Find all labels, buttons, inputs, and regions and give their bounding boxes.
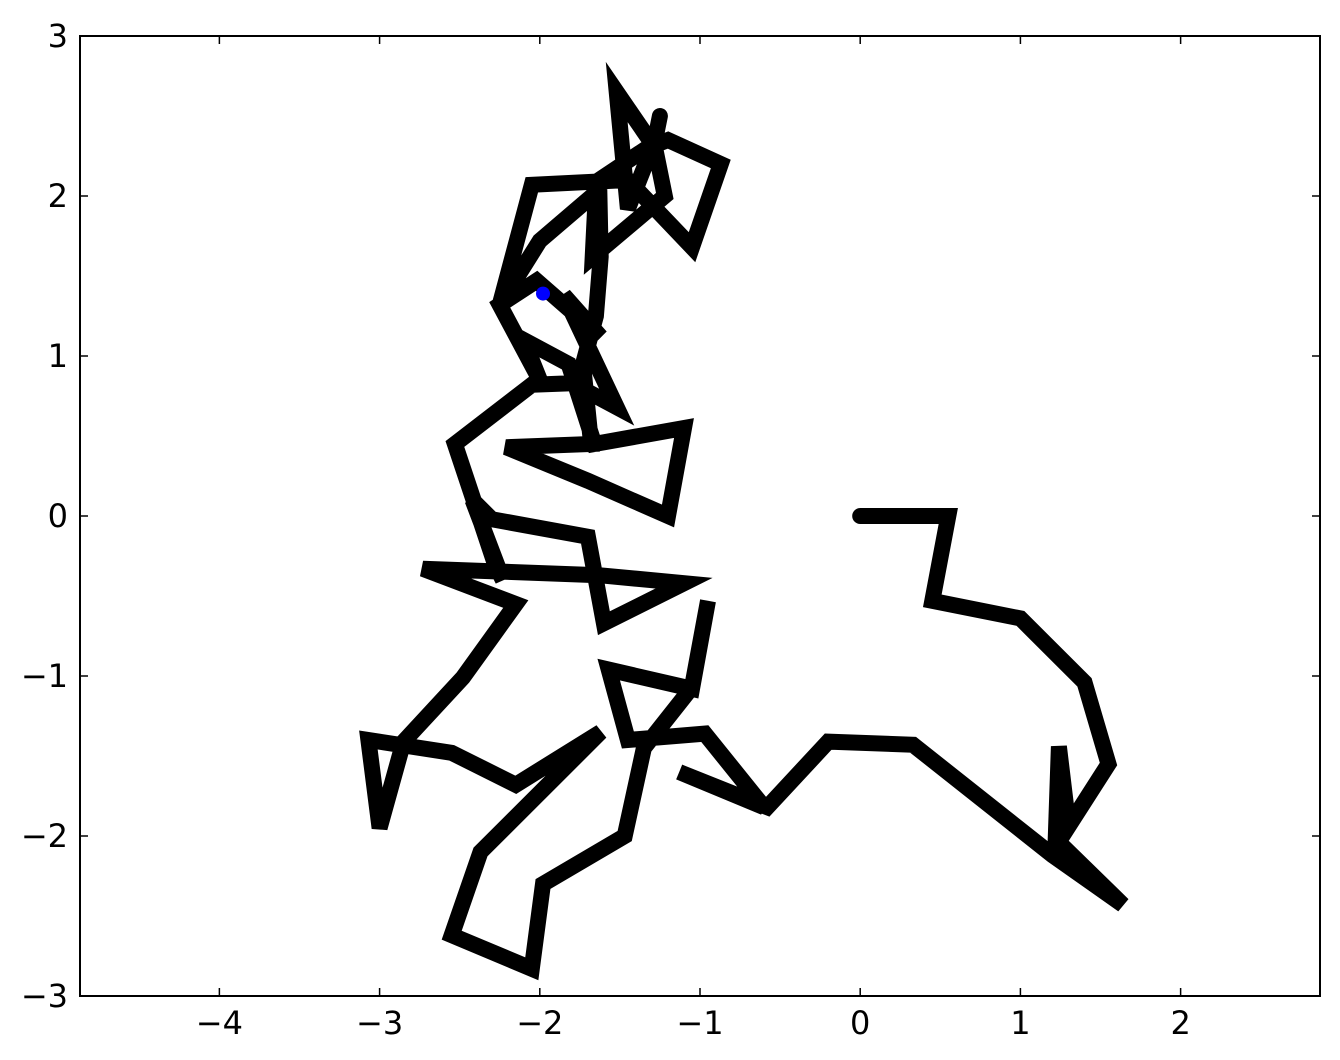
x-tick-label: −1 [676,1004,723,1042]
tick-labels: −4 −3 −2 −1 0 1 2 −3 −2 −1 0 1 2 3 [21,17,1191,1042]
plot-background [80,36,1320,996]
y-tick-label: −1 [21,657,68,695]
x-tick-label: 1 [1010,1004,1030,1042]
highlight-point [535,286,550,301]
y-tick-label: 3 [48,17,68,55]
x-tick-label: 2 [1170,1004,1190,1042]
y-tick-label: −2 [21,817,68,855]
y-tick-label: 0 [48,497,68,535]
x-tick-label: 0 [850,1004,870,1042]
x-tick-label: −2 [516,1004,563,1042]
walk-path-line [359,61,1129,981]
series-layer [359,61,1129,981]
x-tick-label: −4 [196,1004,243,1042]
x-tick-label: −3 [356,1004,403,1042]
y-tick-label: 1 [48,337,68,375]
y-tick-label: −3 [21,977,68,1015]
axis-ticks [80,35,1320,997]
plot-frame [79,35,1321,997]
y-tick-label: 2 [48,177,68,215]
